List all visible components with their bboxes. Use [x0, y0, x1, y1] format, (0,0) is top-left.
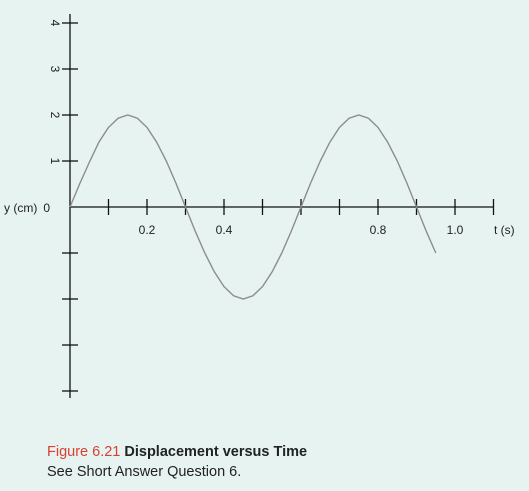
figure-title: Displacement versus Time: [124, 444, 308, 460]
figure-caption: Figure 6.21 Displacement versus Time See…: [47, 442, 307, 482]
x-tick-label: 0.4: [216, 223, 233, 237]
y-tick-label: 3: [48, 66, 62, 73]
y-tick-label: 1: [48, 158, 62, 165]
x-tick-label: 0.8: [370, 223, 387, 237]
y-tick-label: 2: [48, 112, 62, 119]
caption-heading: Figure 6.21 Displacement versus Time: [47, 442, 307, 462]
x-tick-label: 1.0: [447, 223, 464, 237]
y-axis-label: y (cm): [4, 201, 37, 215]
caption-note: See Short Answer Question 6.: [47, 464, 242, 480]
x-tick-label: 0.2: [139, 223, 156, 237]
figure-number: Figure 6.21: [47, 444, 121, 460]
displacement-curve: [69, 114, 437, 300]
x-axis-label: t (s): [494, 223, 515, 237]
displacement-time-chart: 1 2 3 4 0 y (cm) 0.2 0.4 0.8 1.0 t (s): [4, 14, 515, 398]
y-tick-label: 0: [43, 201, 50, 215]
y-tick-label: 4: [48, 20, 62, 27]
